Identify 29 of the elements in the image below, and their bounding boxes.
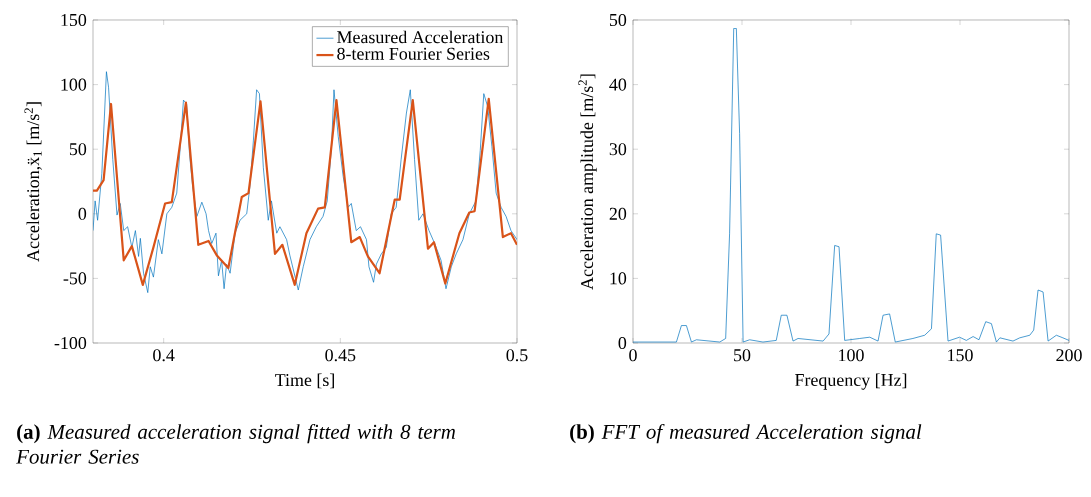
legend-label: 8-term Fourier Series: [337, 47, 490, 60]
y-tick-label: 10: [610, 272, 627, 285]
x-tick-label: 0.45: [325, 349, 356, 362]
x-tick-label: 0: [629, 349, 637, 362]
text: (a) Measured acceleration signal fitted with 8 term Fourier Series: [16, 423, 455, 464]
x-axis-title: Frequency [Hz]: [795, 373, 907, 390]
y-tick-label: -100: [54, 336, 87, 350]
text: (b) FFT of measured Acceleration signal: [570, 423, 922, 444]
x-tick-label: 100: [839, 349, 864, 362]
x-tick-label: 150: [948, 349, 973, 362]
x-tick-label: 0.5: [506, 349, 528, 362]
y-tick-label: 50: [69, 143, 87, 156]
x-tick-label: 200: [1056, 349, 1082, 362]
y-tick-label: 30: [609, 143, 627, 156]
line-series: [633, 28, 1070, 343]
x-axis-title: Time [s]: [275, 373, 334, 389]
y-tick-label: -50: [63, 272, 87, 285]
y-axis-title: Acceleration,ẍ$_{1}$ [m/s$^{2}$]: [24, 102, 42, 262]
y-tick-label: 100: [61, 78, 87, 91]
legend-label: Measured Acceleration: [337, 30, 504, 44]
y-axis-title: Acceleration amplitude [m/s$^{2}$]: [578, 74, 597, 290]
x-tick-label: 50: [734, 349, 751, 362]
y-tick-label: 150: [61, 13, 87, 27]
y-tick-label: 0: [78, 207, 87, 220]
y-tick-label: 40: [609, 78, 627, 91]
y-tick-label: 20: [609, 207, 627, 220]
y-tick-label: 0: [618, 336, 627, 350]
x-tick-label: 0.4: [153, 349, 175, 362]
y-tick-label: 50: [609, 13, 627, 27]
